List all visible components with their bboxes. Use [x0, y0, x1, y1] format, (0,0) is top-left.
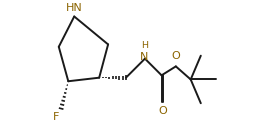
Text: O: O: [172, 51, 180, 61]
Text: N: N: [140, 52, 148, 62]
Text: HN: HN: [66, 3, 83, 13]
Text: O: O: [158, 106, 167, 116]
Text: H: H: [141, 41, 148, 50]
Text: F: F: [53, 112, 59, 122]
